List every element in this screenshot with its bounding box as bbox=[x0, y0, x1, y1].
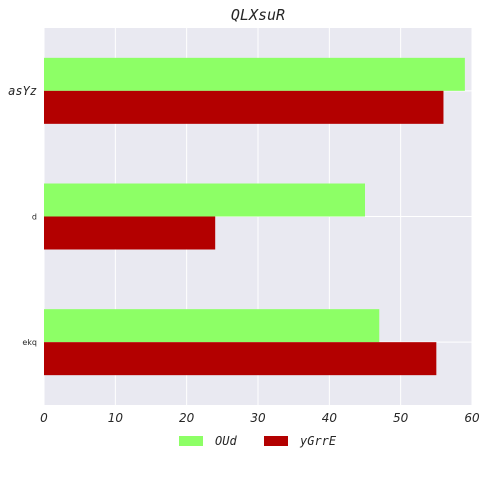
bar-OUd-d bbox=[44, 183, 365, 217]
x-tick-label: 10 bbox=[108, 411, 124, 425]
x-tick-labels: 0 10 20 30 40 50 60 bbox=[40, 411, 480, 425]
x-tick-label: 20 bbox=[179, 411, 195, 425]
bars bbox=[44, 57, 465, 376]
legend-swatch-yGrrE bbox=[264, 436, 288, 446]
legend: OUd yGrrE bbox=[179, 434, 337, 448]
legend-label-yGrrE: yGrrE bbox=[299, 434, 337, 448]
bar-yGrrE-d bbox=[44, 216, 216, 250]
legend-label-OUd: OUd bbox=[215, 434, 237, 448]
bar-OUd-asYz bbox=[44, 57, 465, 91]
legend-swatch-OUd bbox=[179, 436, 203, 446]
x-tick-label: 30 bbox=[250, 411, 266, 425]
bar-yGrrE-ekq bbox=[44, 342, 437, 376]
y-category-label: ekq bbox=[22, 338, 37, 347]
bar-yGrrE-asYz bbox=[44, 90, 444, 124]
chart-title: QLXsuR bbox=[231, 6, 285, 24]
y-category-labels: asYz d ekq bbox=[8, 84, 37, 347]
x-tick-label: 50 bbox=[393, 411, 409, 425]
y-category-label: asYz bbox=[8, 84, 37, 98]
x-tick-label: 60 bbox=[464, 411, 480, 425]
y-category-label: d bbox=[32, 213, 37, 222]
bar-OUd-ekq bbox=[44, 309, 380, 343]
x-tick-label: 0 bbox=[40, 411, 48, 425]
x-tick-label: 40 bbox=[322, 411, 338, 425]
